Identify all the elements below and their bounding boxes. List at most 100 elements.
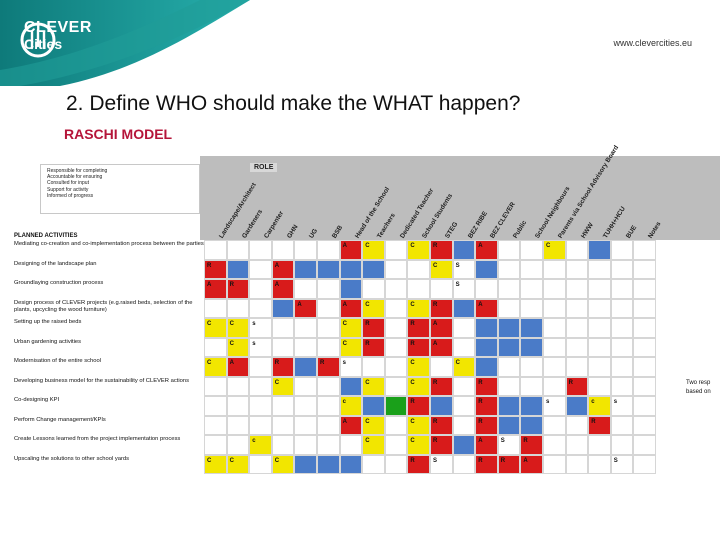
matrix-cell (610, 337, 634, 357)
matrix-cell (384, 298, 408, 318)
matrix-cell: R (362, 337, 385, 357)
matrix-cell (271, 337, 295, 357)
matrix-cell (588, 357, 611, 377)
matrix-cell (271, 415, 295, 435)
matrix-cell (452, 298, 476, 318)
matrix-cell (317, 318, 340, 338)
matrix-cell: R (430, 240, 453, 260)
matrix-cell (633, 318, 656, 338)
matrix-cell: C (339, 337, 363, 357)
matrix-cell: R (317, 357, 340, 377)
matrix-cell (520, 240, 543, 260)
matrix-cell (588, 240, 611, 260)
matrix-cell (565, 435, 589, 455)
matrix-cell (543, 337, 566, 357)
matrix-cell: R (497, 454, 521, 474)
matrix-cell (204, 240, 227, 260)
activity-label: Co-designing KPI (14, 397, 60, 403)
activity-label: Groundlaying construction process (14, 280, 104, 286)
matrix-cell (633, 376, 656, 396)
matrix-cell (610, 279, 634, 299)
matrix-cell: S (610, 454, 634, 474)
matrix-cell: C (407, 298, 430, 318)
matrix-cell (226, 240, 250, 260)
matrix-cell: s (543, 396, 566, 416)
matrix-cell (520, 376, 543, 396)
logo-mark-icon (20, 22, 56, 58)
activity-label: Mediating co-creation and co-implementat… (14, 241, 204, 247)
matrix-cell (565, 240, 589, 260)
matrix-cell: C (362, 435, 385, 455)
matrix-cell (610, 415, 634, 435)
matrix-cell: A (475, 435, 498, 455)
matrix-cell: S (430, 454, 453, 474)
matrix-cell (543, 259, 566, 279)
matrix-cell (497, 298, 521, 318)
matrix-cell (226, 376, 250, 396)
activity-label: Setting up the raised beds (14, 319, 82, 325)
matrix-cell: C (362, 415, 385, 435)
matrix-cell: R (362, 318, 385, 338)
matrix-cell (384, 357, 408, 377)
matrix-cell (475, 259, 498, 279)
matrix-cell (226, 435, 250, 455)
matrix-cell: R (271, 357, 295, 377)
matrix-cell (588, 259, 611, 279)
matrix-cell (384, 259, 408, 279)
matrix-cell (317, 376, 340, 396)
matrix-cell: s (610, 396, 634, 416)
matrix-cell: A (475, 240, 498, 260)
matrix-cell: C (226, 318, 250, 338)
matrix-cell: A (339, 240, 363, 260)
matrix-cell (588, 298, 611, 318)
matrix-cell (588, 454, 611, 474)
activity-label: Create Lessons learned from the project … (14, 436, 181, 442)
matrix-cell (543, 298, 566, 318)
matrix-cell (520, 259, 543, 279)
matrix-cell: c (588, 396, 611, 416)
matrix-cell (362, 357, 385, 377)
role-label: ROLE (250, 163, 278, 172)
matrix-cell (384, 240, 408, 260)
legend-item: Informed of progress (47, 192, 94, 199)
planned-activities-label: PLANNED ACTIVITIES (14, 233, 78, 239)
matrix-cell (452, 454, 476, 474)
matrix-cell (633, 337, 656, 357)
matrix-cell: C (204, 357, 227, 377)
website-url[interactable]: www.clevercities.eu (613, 38, 692, 48)
matrix-cell (294, 376, 317, 396)
matrix-cell: C (362, 376, 385, 396)
activity-label: Perform Change management/KPIs (14, 416, 106, 423)
matrix-cell (407, 259, 430, 279)
legend-item: Consulted for input (47, 180, 89, 187)
matrix-cell (384, 454, 408, 474)
matrix-cell: c (339, 396, 363, 416)
matrix-cell (294, 454, 317, 474)
matrix-cell (249, 298, 272, 318)
matrix-cell: C (407, 357, 430, 377)
clever-cities-logo[interactable]: CLEVER Cities (18, 20, 92, 58)
matrix-cell (497, 357, 521, 377)
matrix-cell (543, 357, 566, 377)
matrix-cell (294, 415, 317, 435)
matrix-cell (543, 318, 566, 338)
matrix-cell: R (407, 318, 430, 338)
raschi-matrix: ROLE Responsible for completing Accountab… (0, 144, 720, 496)
matrix-cell (588, 376, 611, 396)
matrix-cell (249, 259, 272, 279)
matrix-cell (610, 435, 634, 455)
matrix-cell (317, 337, 340, 357)
matrix-cell (271, 240, 295, 260)
matrix-cell: S (452, 259, 476, 279)
matrix-cell (294, 259, 317, 279)
matrix-cell (452, 318, 476, 338)
matrix-cell (339, 279, 363, 299)
matrix-cell (226, 259, 250, 279)
matrix-cell: C (204, 454, 227, 474)
matrix-cell (339, 454, 363, 474)
matrix-cell: C (339, 318, 363, 338)
matrix-cell (294, 318, 317, 338)
matrix-cell (339, 259, 363, 279)
matrix-cell (520, 337, 543, 357)
matrix-cell (497, 259, 521, 279)
